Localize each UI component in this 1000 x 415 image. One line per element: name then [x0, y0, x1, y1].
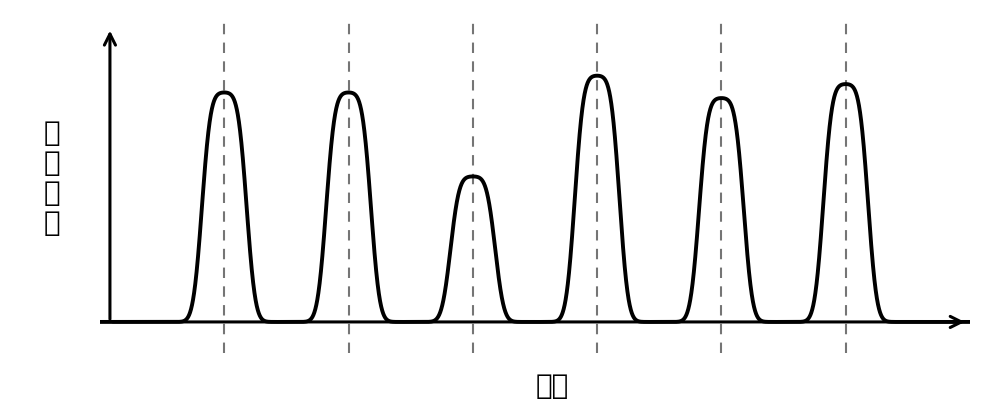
Text: 时间: 时间	[536, 372, 569, 400]
Text: 光
的
强
度: 光 的 强 度	[44, 119, 60, 237]
